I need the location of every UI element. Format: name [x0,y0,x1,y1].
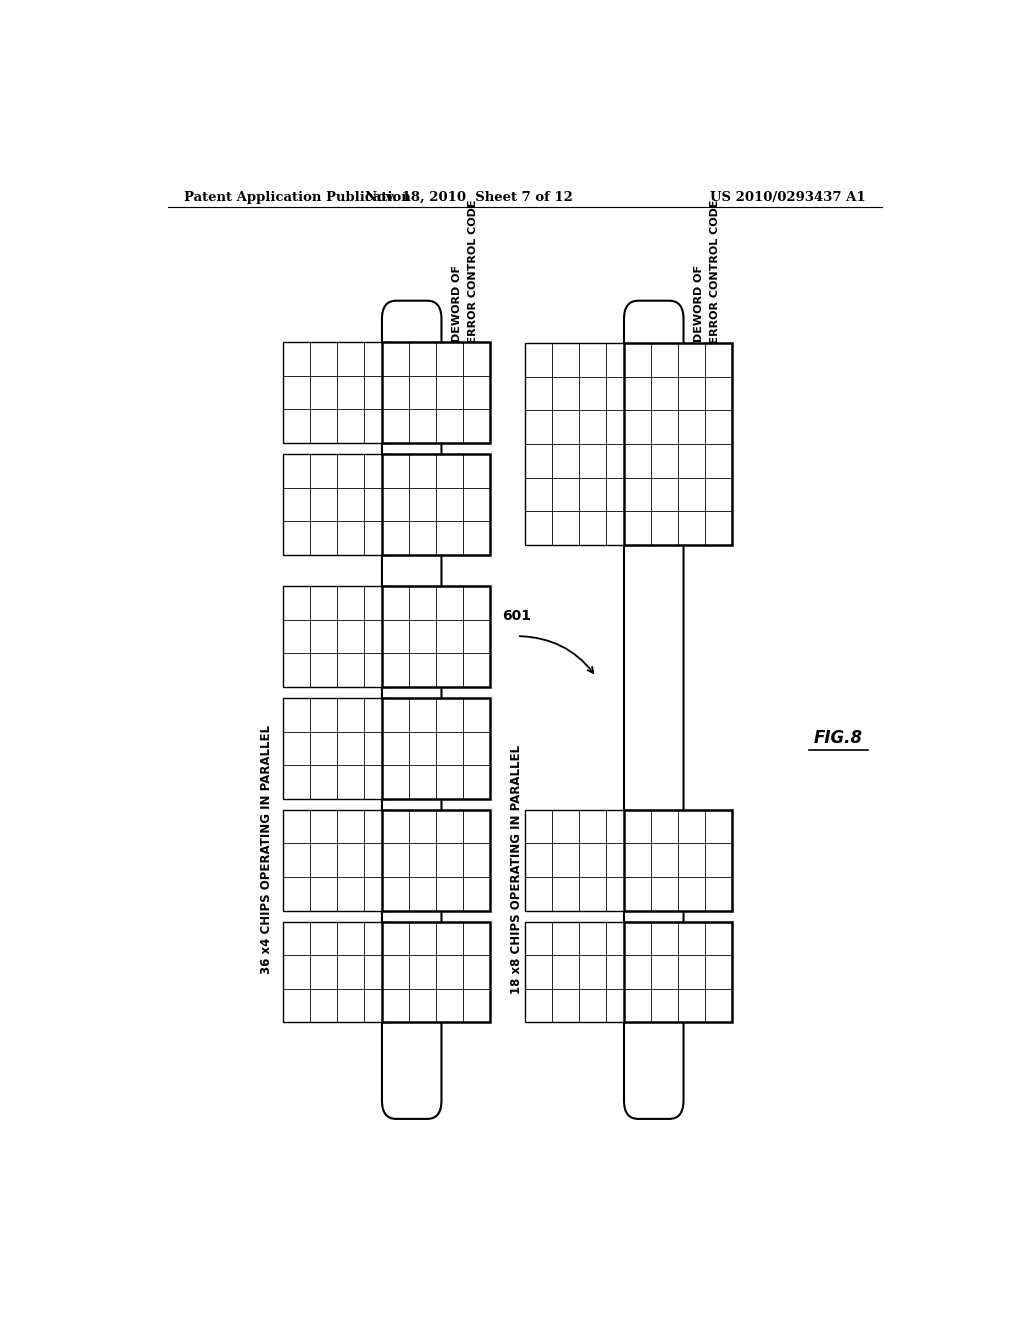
Bar [283,698,391,799]
FancyBboxPatch shape [624,301,684,1119]
Text: A CODEWORD OF: A CODEWORD OF [453,265,463,372]
Bar [283,342,391,444]
Bar [283,586,391,686]
Bar [283,921,391,1022]
Bar [624,810,732,911]
Bar [382,342,489,444]
Bar [382,810,489,911]
Text: A CODEWORD OF: A CODEWORD OF [694,265,705,372]
Bar [382,586,489,686]
Bar [524,810,633,911]
FancyBboxPatch shape [382,301,441,1119]
Bar [283,454,391,554]
Bar [382,698,489,799]
Bar [283,810,391,911]
Bar [624,921,732,1022]
Text: THE ERROR CONTROL CODE: THE ERROR CONTROL CODE [711,199,720,372]
Text: US 2010/0293437 A1: US 2010/0293437 A1 [711,190,866,203]
Text: 601: 601 [503,609,531,623]
Bar [524,921,633,1022]
Text: FIG.8: FIG.8 [814,729,863,747]
Bar [624,343,732,545]
Text: THE ERROR CONTROL CODE: THE ERROR CONTROL CODE [468,199,478,372]
Text: 36 x4 CHIPS OPERATING IN PARALLEL: 36 x4 CHIPS OPERATING IN PARALLEL [260,725,273,974]
Bar [382,921,489,1022]
Text: 18 x8 CHIPS OPERATING IN PARALLEL: 18 x8 CHIPS OPERATING IN PARALLEL [510,746,523,994]
Text: Nov. 18, 2010  Sheet 7 of 12: Nov. 18, 2010 Sheet 7 of 12 [366,190,573,203]
Bar [524,343,633,545]
Text: Patent Application Publication: Patent Application Publication [183,190,411,203]
Bar [382,454,489,554]
